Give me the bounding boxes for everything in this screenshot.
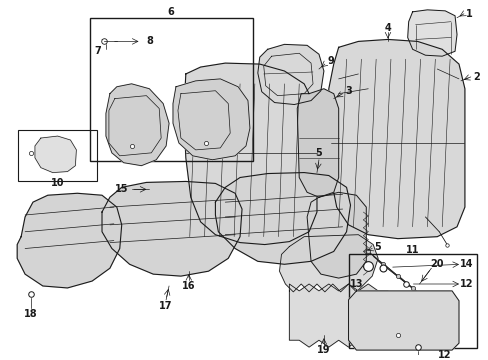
Text: 15: 15 bbox=[115, 184, 128, 194]
Polygon shape bbox=[106, 84, 169, 166]
Polygon shape bbox=[102, 181, 242, 276]
Polygon shape bbox=[289, 284, 387, 347]
Text: 18: 18 bbox=[24, 309, 38, 319]
Text: 10: 10 bbox=[51, 179, 64, 188]
Text: 11: 11 bbox=[405, 246, 419, 256]
Text: 16: 16 bbox=[182, 281, 195, 291]
Polygon shape bbox=[306, 192, 366, 278]
Polygon shape bbox=[17, 193, 122, 288]
Text: 7: 7 bbox=[95, 46, 101, 56]
Polygon shape bbox=[297, 89, 338, 197]
Polygon shape bbox=[348, 291, 458, 350]
Polygon shape bbox=[35, 136, 76, 172]
Text: 20: 20 bbox=[429, 259, 443, 269]
Text: 6: 6 bbox=[167, 7, 174, 17]
Text: 14: 14 bbox=[459, 259, 473, 269]
Text: 12: 12 bbox=[459, 279, 473, 289]
Bar bbox=[90, 18, 252, 161]
Polygon shape bbox=[183, 63, 316, 244]
Polygon shape bbox=[257, 44, 323, 104]
Text: 5: 5 bbox=[374, 242, 381, 252]
Text: 4: 4 bbox=[384, 23, 390, 33]
Text: 12: 12 bbox=[438, 350, 451, 360]
Bar bbox=[348, 255, 476, 348]
Text: 19: 19 bbox=[317, 345, 330, 355]
Polygon shape bbox=[215, 172, 350, 264]
Polygon shape bbox=[328, 40, 464, 239]
Text: 3: 3 bbox=[345, 86, 351, 96]
Text: 5: 5 bbox=[315, 148, 322, 158]
Text: 13: 13 bbox=[349, 279, 363, 289]
Polygon shape bbox=[173, 79, 249, 160]
Text: 9: 9 bbox=[327, 56, 333, 66]
Polygon shape bbox=[407, 10, 456, 56]
Bar bbox=[18, 130, 97, 181]
Text: 17: 17 bbox=[159, 301, 172, 311]
Text: 1: 1 bbox=[465, 9, 471, 19]
Text: 8: 8 bbox=[145, 36, 152, 46]
Text: 2: 2 bbox=[472, 72, 479, 82]
Polygon shape bbox=[279, 235, 377, 292]
